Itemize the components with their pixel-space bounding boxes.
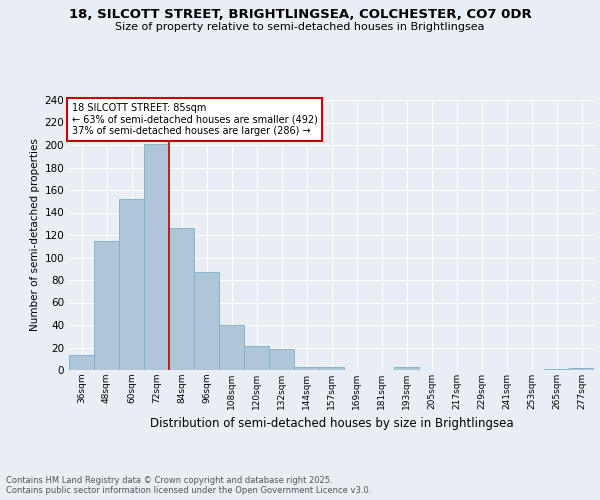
Text: 18, SILCOTT STREET, BRIGHTLINGSEA, COLCHESTER, CO7 0DR: 18, SILCOTT STREET, BRIGHTLINGSEA, COLCH… <box>68 8 532 20</box>
Bar <box>394 366 419 370</box>
Bar <box>144 144 169 370</box>
Bar <box>319 366 344 370</box>
Bar <box>219 325 244 370</box>
Bar <box>194 272 219 370</box>
Bar <box>69 356 94 370</box>
Bar <box>119 199 144 370</box>
X-axis label: Distribution of semi-detached houses by size in Brightlingsea: Distribution of semi-detached houses by … <box>149 418 514 430</box>
Bar <box>544 369 569 370</box>
Bar <box>269 348 294 370</box>
Text: 18 SILCOTT STREET: 85sqm
← 63% of semi-detached houses are smaller (492)
37% of : 18 SILCOTT STREET: 85sqm ← 63% of semi-d… <box>71 102 317 136</box>
Bar <box>569 368 594 370</box>
Text: Size of property relative to semi-detached houses in Brightlingsea: Size of property relative to semi-detach… <box>115 22 485 32</box>
Y-axis label: Number of semi-detached properties: Number of semi-detached properties <box>30 138 40 332</box>
Bar <box>244 346 269 370</box>
Bar <box>294 366 319 370</box>
Bar <box>94 240 119 370</box>
Text: Contains HM Land Registry data © Crown copyright and database right 2025.
Contai: Contains HM Land Registry data © Crown c… <box>6 476 371 495</box>
Bar <box>169 228 194 370</box>
